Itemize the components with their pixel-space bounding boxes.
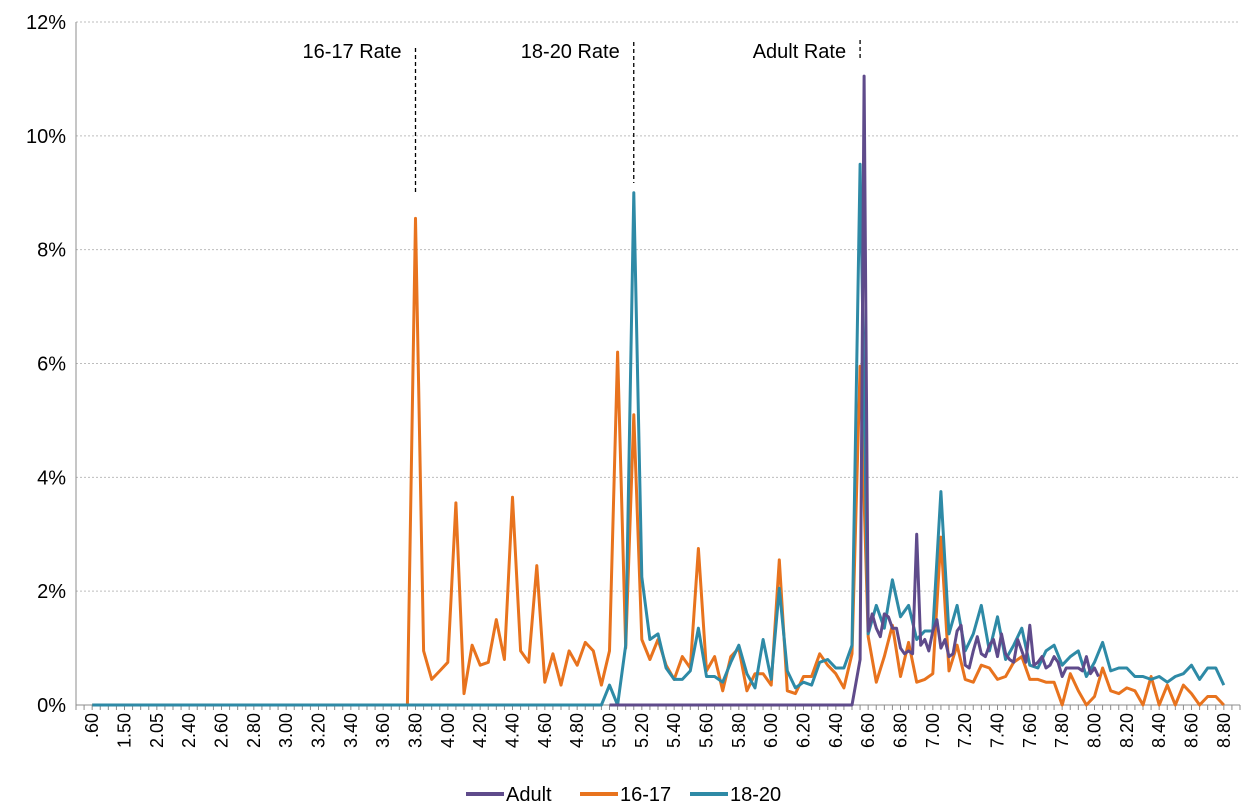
series-line-18-20 <box>92 162 1226 707</box>
series-lines <box>92 74 1226 707</box>
annotation-label: Adult Rate <box>753 41 846 63</box>
x-axis: .60 1.50 2.05 2.40 2.60 2.80 3.00 3.20 3.40 3.60 3… <box>75 704 1241 748</box>
x-tick-label: 7.00 <box>923 713 943 748</box>
x-tick-label: 8.60 <box>1182 713 1202 748</box>
series-line-16-17 <box>92 216 1225 707</box>
x-tick-label: 4.60 <box>535 713 555 748</box>
x-tick-label: 8.20 <box>1117 713 1137 748</box>
x-tick-label: 8.40 <box>1149 713 1169 748</box>
x-tick-label: 6.40 <box>826 713 846 748</box>
x-tick-label: 5.20 <box>632 713 652 748</box>
x-tick-label: .60 <box>82 713 102 738</box>
x-tick-label: 5.60 <box>697 713 717 748</box>
x-tick-label: 2.40 <box>179 713 199 748</box>
y-tick-label: 6% <box>37 354 66 376</box>
y-tick-label: 0% <box>37 695 66 717</box>
y-tick-label: 4% <box>37 467 66 489</box>
annotation-label: 16-17 Rate <box>303 41 402 63</box>
x-tick-label: 5.40 <box>664 713 684 748</box>
x-tick-label: 5.80 <box>729 713 749 748</box>
annotations: 16-17 Rate 18-20 Rate Adult Rate <box>303 40 861 195</box>
gridlines <box>76 21 1240 592</box>
x-tick-label: 2.60 <box>212 713 232 748</box>
x-tick-label: 8.00 <box>1085 713 1105 748</box>
x-tick-label: 2.05 <box>147 713 167 748</box>
y-tick-label: 10% <box>26 126 66 148</box>
x-tick-label: 6.60 <box>858 713 878 748</box>
x-tick-label: 7.40 <box>988 713 1008 748</box>
x-tick-label: 2.80 <box>244 713 264 748</box>
x-tick-label: 5.00 <box>600 713 620 748</box>
x-tick-label: 6.00 <box>761 713 781 748</box>
x-tick-label: 4.80 <box>567 713 587 748</box>
x-tick-label: 6.80 <box>891 713 911 748</box>
annotation-label: 18-20 Rate <box>521 41 620 63</box>
legend-label: Adult <box>506 784 552 806</box>
y-tick-label: 12% <box>26 12 66 34</box>
x-tick-label: 7.60 <box>1020 713 1040 748</box>
x-tick-label: 3.80 <box>406 713 426 748</box>
x-tick-label: 3.20 <box>309 713 329 748</box>
x-tick-label: 4.40 <box>503 713 523 748</box>
x-tick-label: 8.80 <box>1214 713 1234 748</box>
x-tick-label: 4.00 <box>438 713 458 748</box>
y-axis: 0% 2% 4% 6% 8% 10% 12% <box>26 12 77 717</box>
x-tick-label: 3.00 <box>276 713 296 748</box>
series-line-adult <box>609 74 1100 707</box>
legend-label: 16-17 <box>620 784 671 806</box>
legend: Adult 16-17 18-20 <box>466 784 781 806</box>
x-tick-label: 7.80 <box>1052 713 1072 748</box>
x-tick-label: 6.20 <box>794 713 814 748</box>
y-tick-label: 8% <box>37 240 66 262</box>
x-tick-label: 4.20 <box>470 713 490 748</box>
y-tick-label: 2% <box>37 581 66 603</box>
x-tick-label: 1.50 <box>115 713 135 748</box>
x-tick-label: 3.60 <box>373 713 393 748</box>
x-tick-label: 7.20 <box>955 713 975 748</box>
legend-label: 18-20 <box>730 784 781 806</box>
x-tick-label: 3.40 <box>341 713 361 748</box>
